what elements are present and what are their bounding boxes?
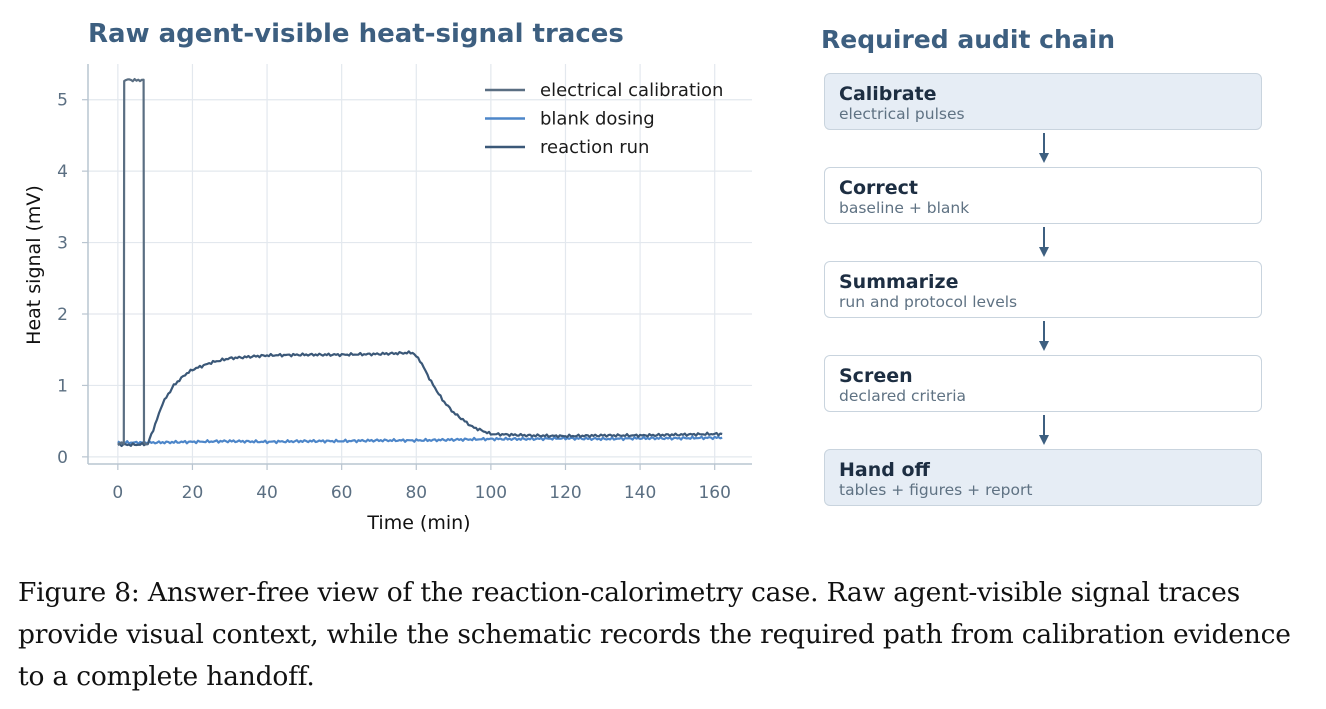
chart-series [117,78,723,448]
chart-title: Raw agent-visible heat-signal traces [88,19,624,49]
legend-label: reaction run [540,137,649,158]
chart-ticks: 0 20 40 60 80 100 120 140 160 0 1 2 3 4 5 [57,91,731,503]
series-line-reaction-run [117,350,723,448]
step-subtitle: electrical pulses [839,105,965,123]
audit-chain-panel: Required audit chain Calibrate electrica… [820,24,1270,506]
step-correct: Correct baseline + blank [824,167,1262,224]
y-tick-label: 2 [57,305,68,325]
x-tick-label: 160 [698,483,730,503]
step-summarize: Summarize run and protocol levels [824,261,1262,318]
down-arrow-icon [1039,227,1049,257]
step-title: Hand off [839,459,930,481]
step-title: Screen [839,365,913,387]
figure-caption: Figure 8: Answer-free view of the reacti… [18,577,1291,692]
step-subtitle: declared criteria [839,387,967,405]
x-tick-label: 20 [182,483,204,503]
legend-label: electrical calibration [540,80,723,101]
step-calibrate: Calibrate electrical pulses [824,73,1262,130]
x-tick-label: 40 [256,483,278,503]
chart-axes [87,64,752,465]
y-tick-label: 3 [57,234,68,254]
step-title: Correct [839,177,918,199]
series-line-electrical-calibration [117,78,148,446]
chart-legend: electrical calibration blank dosing reacti… [485,80,723,158]
x-tick-label: 80 [405,483,427,503]
step-screen: Screen declared criteria [824,355,1262,412]
x-tick-label: 0 [112,483,123,503]
legend-label: blank dosing [540,109,655,130]
down-arrow-icon [1039,415,1049,445]
y-axis-label: Heat signal (mV) [23,185,45,345]
y-tick-label: 0 [57,448,68,468]
audit-chain-title: Required audit chain [821,25,1115,54]
figure: Raw agent-visible heat-signal traces 0 20… [23,19,1270,534]
y-tick-label: 1 [57,376,68,396]
series-line-blank-dosing [117,435,723,446]
step-subtitle: run and protocol levels [839,293,1018,311]
step-title: Calibrate [839,83,937,105]
signal-chart: Raw agent-visible heat-signal traces 0 20… [23,19,752,534]
step-title: Summarize [839,271,959,293]
step-hand-off: Hand off tables + figures + report [824,449,1262,506]
chart-grid [88,64,752,464]
step-subtitle: baseline + blank [839,199,970,217]
y-tick-label: 5 [57,91,68,111]
y-tick-label: 4 [57,162,68,182]
down-arrow-icon [1039,133,1049,163]
down-arrow-icon [1039,321,1049,351]
x-tick-label: 140 [624,483,656,503]
step-subtitle: tables + figures + report [839,481,1033,499]
x-tick-label: 100 [475,483,507,503]
x-tick-label: 60 [331,483,353,503]
x-tick-label: 120 [549,483,581,503]
x-axis-label: Time (min) [366,512,470,534]
